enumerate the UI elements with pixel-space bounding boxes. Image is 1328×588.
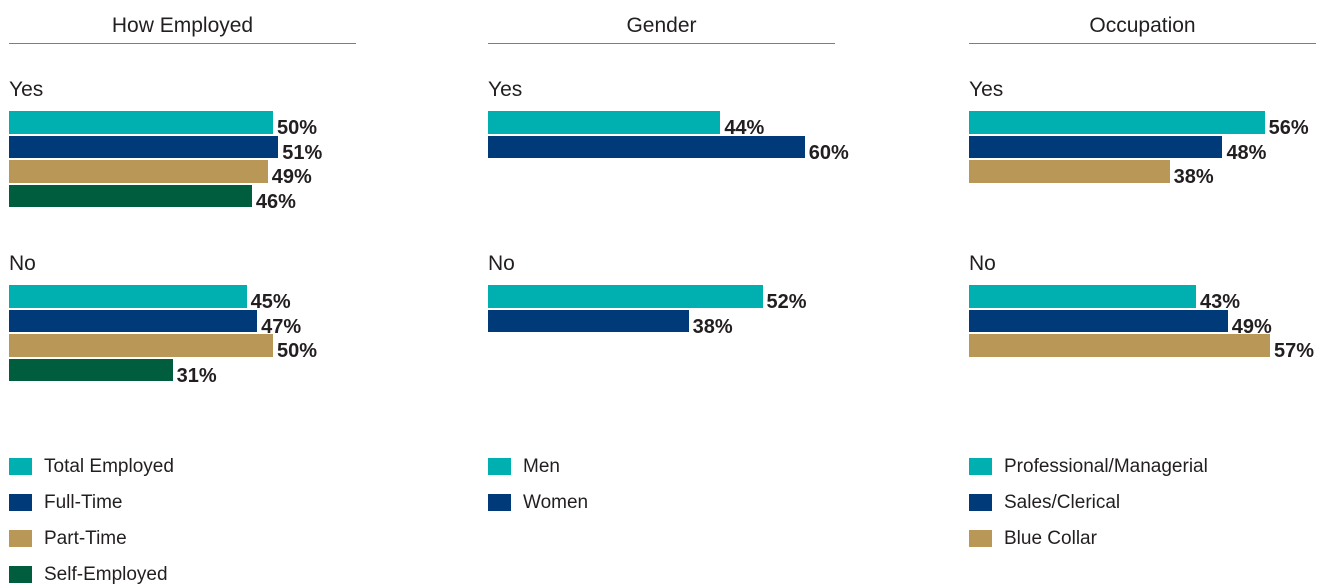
bar-blue-collar-yes — [969, 160, 1170, 183]
bar-self-employed-yes — [9, 184, 252, 207]
bar-men-no — [488, 285, 763, 308]
bar-women-no — [488, 309, 689, 332]
chart-panel-occupation: Occupation Yes 56% 48% 38% No 43% 49% 57% Profess… — [969, 0, 1316, 588]
data-label-part-time-no: 50% — [277, 340, 318, 362]
data-label-sales-clerical-no: 49% — [1231, 315, 1272, 338]
data-label-women-no: 38% — [692, 315, 733, 338]
data-label-self-employed-yes: 46% — [255, 190, 296, 213]
bar-total-employed-yes — [9, 111, 273, 134]
legend-swatch — [9, 494, 32, 511]
legend-swatch — [969, 494, 992, 511]
panel-title: Occupation — [1089, 14, 1196, 37]
legend-label: Part-Time — [44, 528, 127, 549]
legend-swatch — [969, 458, 992, 475]
bar-men-yes — [488, 111, 721, 134]
group-label-yes: Yes — [969, 78, 1004, 101]
legend-label: Full-Time — [44, 492, 123, 513]
bar-full-time-yes — [9, 135, 279, 158]
data-label-women-yes: 60% — [808, 141, 849, 164]
data-label-sales-clerical-yes: 48% — [1226, 141, 1267, 164]
bar-self-employed-no — [9, 358, 173, 381]
data-label-men-yes: 44% — [724, 117, 765, 139]
data-label-men-no: 52% — [766, 291, 807, 313]
data-label-total-employed-yes: 50% — [277, 117, 318, 139]
legend-swatch — [969, 530, 992, 547]
legend-swatch — [488, 458, 511, 475]
legend-label: Blue Collar — [1004, 528, 1097, 549]
data-label-part-time-yes: 49% — [271, 166, 312, 188]
chart-panel-gender: Gender Yes 44% 60% No 52% 38% Men Women — [488, 0, 849, 588]
legend-label: Men — [523, 456, 560, 477]
group-label-yes: Yes — [9, 78, 44, 101]
legend-swatch — [9, 530, 32, 547]
bar-part-time-yes — [9, 160, 268, 183]
bar-professional-managerial-no — [969, 285, 1197, 308]
data-label-blue-collar-no: 57% — [1273, 340, 1314, 362]
legend-label: Women — [523, 492, 589, 513]
data-label-self-employed-no: 31% — [176, 364, 217, 387]
data-label-blue-collar-yes: 38% — [1173, 166, 1214, 188]
panel-divider — [488, 43, 835, 44]
legend-label: Self-Employed — [44, 564, 168, 585]
data-label-total-employed-no: 45% — [250, 291, 291, 313]
legend-swatch — [9, 566, 32, 583]
bar-total-employed-no — [9, 285, 247, 308]
panel-title: How Employed — [111, 14, 254, 37]
group-label-no: No — [969, 252, 996, 275]
panel-title: Gender — [626, 14, 697, 37]
data-label-full-time-yes: 51% — [282, 141, 323, 164]
data-label-professional-managerial-no: 43% — [1200, 291, 1241, 313]
bar-blue-collar-no — [969, 334, 1270, 357]
bar-professional-managerial-yes — [969, 111, 1265, 134]
legend-label: Total Employed — [44, 456, 174, 477]
data-label-professional-managerial-yes: 56% — [1268, 117, 1309, 139]
legend-swatch — [9, 458, 32, 475]
legend-swatch — [488, 494, 511, 511]
panel-divider — [9, 43, 356, 44]
group-label-yes: Yes — [488, 78, 523, 101]
bar-sales-clerical-yes — [969, 135, 1223, 158]
data-label-full-time-no: 47% — [261, 315, 302, 338]
group-label-no: No — [488, 252, 515, 275]
legend-label: Professional/Managerial — [1004, 456, 1208, 477]
bar-full-time-no — [9, 309, 258, 332]
chart-panel-how-employed: How Employed Yes 50% 51% 49% 46% No 45% 47% 50% 31… — [9, 0, 356, 588]
bar-sales-clerical-no — [969, 309, 1228, 332]
bar-women-yes — [488, 135, 805, 158]
group-label-no: No — [9, 252, 36, 275]
bar-part-time-no — [9, 334, 273, 357]
panel-divider — [969, 43, 1316, 44]
legend-label: Sales/Clerical — [1004, 492, 1121, 513]
